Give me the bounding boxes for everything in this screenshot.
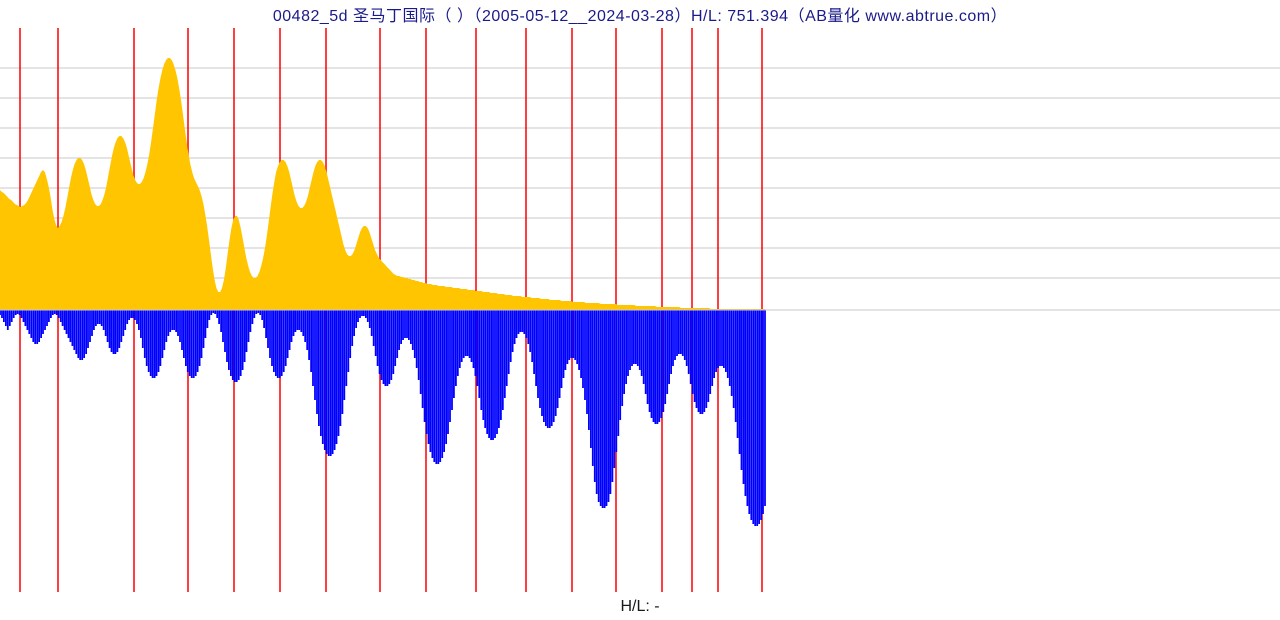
price-chart: [0, 0, 1280, 620]
chart-footer: H/L: -: [0, 598, 1280, 616]
